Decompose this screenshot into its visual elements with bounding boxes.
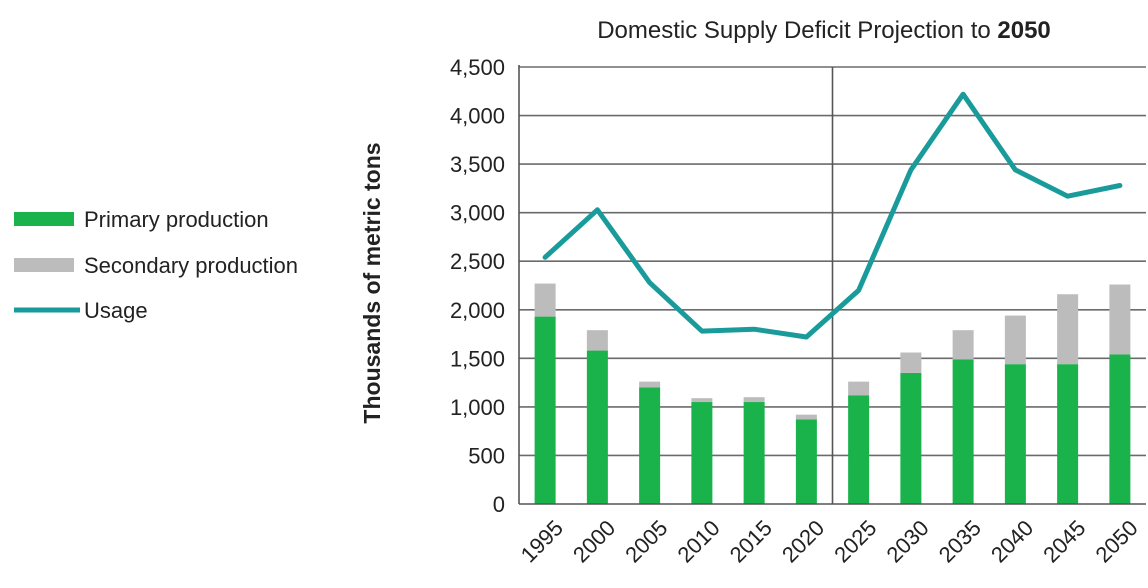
secondary-production-bar	[691, 398, 713, 403]
secondary-production-bar	[743, 397, 765, 403]
y-tick-label: 3,500	[450, 152, 505, 177]
y-tick-label: 500	[468, 443, 505, 468]
legend-label-usage: Usage	[84, 298, 148, 323]
secondary-production-bar	[534, 283, 556, 317]
primary-production-bar	[1109, 354, 1131, 504]
usage-line	[542, 91, 1123, 340]
legend-swatch-secondary-production	[14, 258, 74, 272]
secondary-production-bar	[900, 352, 922, 373]
secondary-production-bar	[848, 381, 870, 396]
legend-swatch-primary-production	[14, 212, 74, 226]
y-axis-title: Thousands of metric tons	[359, 142, 385, 423]
secondary-production-bar	[1057, 294, 1079, 365]
y-tick-label: 0	[493, 492, 505, 517]
legend-label-secondary-production: Secondary production	[84, 253, 298, 278]
x-tick-label: 2050	[1090, 515, 1142, 567]
chart-title: Domestic Supply Deficit Projection to 20…	[597, 17, 1051, 44]
primary-production-bar	[691, 402, 713, 504]
secondary-production-bar	[639, 381, 661, 388]
primary-production-bar	[952, 359, 974, 504]
primary-production-bar	[848, 395, 870, 504]
x-tick-label: 2035	[934, 515, 986, 567]
chart-title-text: Domestic Supply Deficit Projection to	[597, 17, 991, 44]
x-tick-label: 2040	[986, 515, 1038, 567]
x-tick-labels: 1995 2000 2005 2010 2015 2020 2025 2030 2035 2040…	[516, 515, 1143, 567]
x-tick-label: 2025	[829, 515, 881, 567]
secondary-production-bar	[586, 330, 608, 351]
x-tick-label: 1995	[516, 515, 568, 567]
x-tick-label: 2005	[620, 515, 672, 567]
usage-line-group	[542, 91, 1123, 340]
bars	[534, 283, 1131, 504]
secondary-production-bar	[795, 414, 817, 420]
y-tick-label: 2,000	[450, 298, 505, 323]
x-tick-label: 2045	[1038, 515, 1090, 567]
y-tick-labels: 0 500 1,000 1,500 2,000 2,500 3,000 3,500 4,000 4…	[450, 55, 505, 517]
y-tick-label: 1,500	[450, 346, 505, 371]
x-tick-label: 2020	[777, 515, 829, 567]
primary-production-bar	[1004, 364, 1026, 504]
secondary-production-bar	[1109, 284, 1131, 355]
secondary-production-bar	[1004, 315, 1026, 365]
x-tick-label: 2000	[568, 515, 620, 567]
axes	[518, 65, 1146, 505]
primary-production-bar	[743, 402, 765, 504]
y-tick-label: 2,500	[450, 249, 505, 274]
primary-production-bar	[1057, 364, 1079, 504]
x-tick-label: 2030	[881, 515, 933, 567]
y-tick-label: 4,000	[450, 104, 505, 129]
x-tick-label: 2015	[725, 515, 777, 567]
y-tick-label: 4,500	[450, 55, 505, 80]
primary-production-bar	[795, 419, 817, 504]
legend-label-primary-production: Primary production	[84, 207, 269, 232]
chart-title-year: 2050	[997, 17, 1050, 44]
primary-production-bar	[586, 350, 608, 504]
y-tick-label: 1,000	[450, 395, 505, 420]
y-tick-label: 3,000	[450, 201, 505, 226]
primary-production-bar	[639, 387, 661, 504]
primary-production-bar	[900, 372, 922, 504]
x-tick-label: 2010	[672, 515, 724, 567]
primary-production-bar	[534, 316, 556, 504]
secondary-production-bar	[952, 330, 974, 360]
legend: Primary production Secondary production Us…	[14, 207, 298, 323]
